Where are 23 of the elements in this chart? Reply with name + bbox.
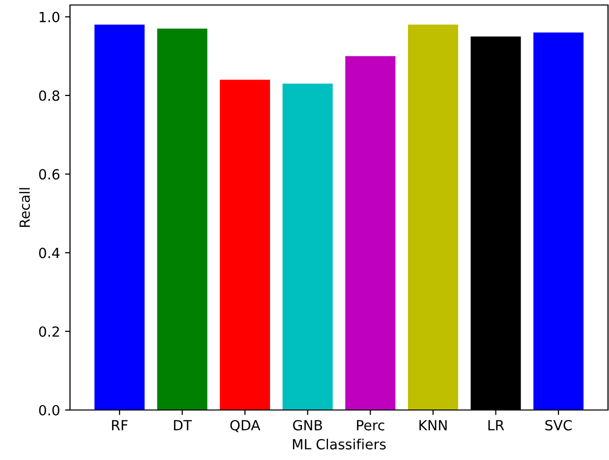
x-tick-label: KNN	[419, 420, 447, 430]
bar	[282, 84, 333, 410]
y-tick-label: 0.8	[39, 90, 60, 101]
x-tick-label: DT	[174, 420, 192, 430]
y-axis-title: Recall	[19, 188, 30, 227]
bar	[408, 24, 458, 410]
x-tick-label: Perc	[356, 420, 384, 430]
x-tick-label: LR	[488, 420, 504, 430]
y-tick-label: 1.0	[40, 12, 60, 22]
x-tick-label: SVC	[545, 420, 572, 430]
y-tick-label: 0.4	[39, 248, 60, 258]
x-axis-title: ML Classifiers	[292, 438, 386, 450]
x-tick-label: RF	[112, 420, 128, 430]
x-tick-label: QDA	[230, 420, 260, 432]
bar	[220, 80, 270, 410]
bar	[345, 56, 396, 410]
x-tick-label: GNB	[293, 420, 322, 430]
bar	[533, 32, 584, 410]
y-tick-label: 0.0	[39, 404, 60, 416]
y-tick-label: 0.6	[39, 169, 60, 180]
bar	[157, 28, 208, 410]
y-tick-label: 0.2	[39, 326, 59, 337]
bar	[94, 24, 145, 410]
